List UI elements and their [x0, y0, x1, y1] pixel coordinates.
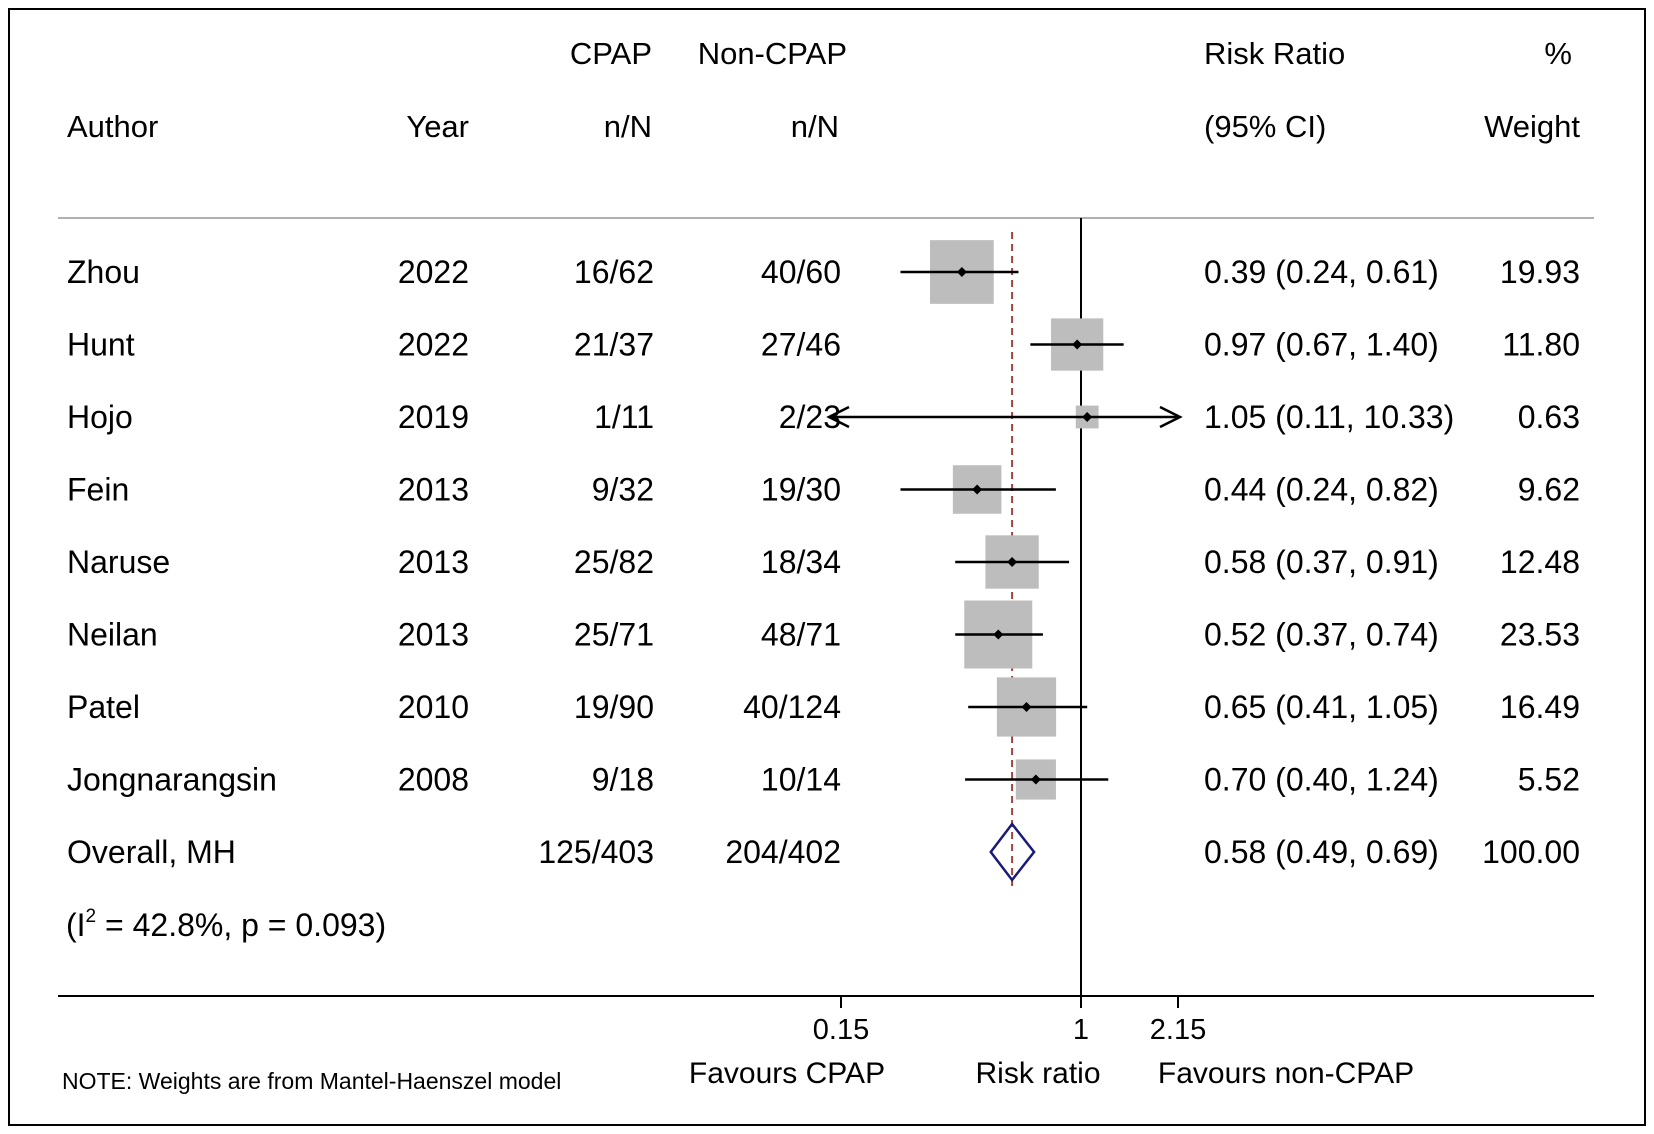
- study-noncpap-events: 18/34: [761, 544, 841, 580]
- header-year: Year: [406, 109, 469, 144]
- study-year: 2013: [398, 544, 469, 580]
- header-cpap: CPAP: [570, 36, 652, 71]
- heterogeneity-stat: (I2 = 42.8%, p = 0.093): [66, 906, 386, 943]
- header-weight: Weight: [1484, 109, 1580, 144]
- study-risk-ratio-ci: 0.70 (0.40, 1.24): [1204, 762, 1439, 798]
- study-cpap-events: 9/32: [592, 472, 654, 508]
- study-risk-ratio-ci: 0.44 (0.24, 0.82): [1204, 472, 1439, 508]
- study-author: Hunt: [67, 327, 135, 363]
- study-cpap-events: 25/82: [574, 544, 654, 580]
- study-weight: 16.49: [1500, 689, 1580, 725]
- study-cpap-events: 9/18: [592, 762, 654, 798]
- study-weight: 9.62: [1518, 472, 1580, 508]
- study-risk-ratio-ci: 1.05 (0.11, 10.33): [1204, 399, 1454, 435]
- study-year: 2022: [398, 327, 469, 363]
- study-weight: 19.93: [1500, 254, 1580, 290]
- header-noncpap-nn: n/N: [791, 109, 839, 144]
- x-tick-label: 1: [1073, 1014, 1089, 1046]
- study-point-estimate: [1007, 557, 1018, 567]
- overall-risk-ratio-ci: 0.58 (0.49, 0.69): [1204, 834, 1439, 870]
- study-risk-ratio-ci: 0.65 (0.41, 1.05): [1204, 689, 1439, 725]
- study-year: 2008: [398, 762, 469, 798]
- study-risk-ratio-ci: 0.58 (0.37, 0.91): [1204, 544, 1439, 580]
- study-author: Zhou: [67, 254, 140, 290]
- study-author: Naruse: [67, 544, 170, 580]
- study-cpap-events: 21/37: [574, 327, 654, 363]
- study-cpap-events: 25/71: [574, 617, 654, 653]
- header-cpap-nn: n/N: [604, 109, 652, 144]
- header-percent: %: [1544, 36, 1572, 71]
- study-author: Hojo: [67, 399, 133, 435]
- x-tick-label: 2.15: [1150, 1014, 1206, 1046]
- study-weight: 5.52: [1518, 762, 1580, 798]
- study-risk-ratio-ci: 0.39 (0.24, 0.61): [1204, 254, 1439, 290]
- overall-diamond: [989, 821, 1036, 883]
- header-ci: (95% CI): [1204, 109, 1326, 144]
- study-noncpap-events: 19/30: [761, 472, 841, 508]
- study-weight: 11.80: [1502, 327, 1580, 363]
- study-cpap-events: 16/62: [574, 254, 654, 290]
- header-author: Author: [67, 109, 158, 144]
- study-weight: 12.48: [1500, 544, 1580, 580]
- footnote: NOTE: Weights are from Mantel-Haenszel m…: [62, 1068, 561, 1094]
- overall-weight: 100.00: [1482, 834, 1580, 870]
- study-noncpap-events: 2/23: [779, 399, 841, 435]
- label-risk-ratio: Risk ratio: [975, 1057, 1100, 1090]
- ci-arrow-right: [1159, 405, 1183, 429]
- study-noncpap-events: 40/60: [761, 254, 841, 290]
- study-year: 2013: [398, 472, 469, 508]
- study-noncpap-events: 27/46: [761, 327, 841, 363]
- label-favours-noncpap: Favours non-CPAP: [1158, 1057, 1414, 1090]
- x-tick-label: 0.15: [813, 1014, 869, 1046]
- study-weight: 23.53: [1500, 617, 1580, 653]
- study-cpap-events: 19/90: [574, 689, 654, 725]
- figure-frame: [8, 8, 1646, 1126]
- study-point-estimate: [1030, 774, 1041, 785]
- study-point-estimate: [993, 629, 1004, 640]
- study-risk-ratio-ci: 0.97 (0.67, 1.40): [1204, 327, 1439, 363]
- study-author: Neilan: [67, 617, 158, 653]
- study-point-estimate: [1072, 339, 1083, 350]
- study-point-estimate: [972, 484, 983, 495]
- study-point-estimate: [1082, 412, 1093, 422]
- study-author: Fein: [67, 472, 129, 508]
- ci-arrow-left: [826, 405, 850, 429]
- study-noncpap-events: 48/71: [761, 617, 841, 653]
- study-year: 2010: [398, 689, 469, 725]
- study-noncpap-events: 40/124: [743, 689, 841, 725]
- study-cpap-events: 1/11: [594, 399, 654, 435]
- study-weight: 0.63: [1518, 399, 1580, 435]
- study-rows: Zhou 2022 16/62 40/60 0.39 (0.24, 0.61) 19.93…: [67, 254, 1580, 870]
- study-year: 2013: [398, 617, 469, 653]
- header-noncpap: Non-CPAP: [698, 36, 847, 71]
- header-risk-ratio: Risk Ratio: [1204, 36, 1345, 71]
- study-point-estimate: [1021, 702, 1032, 712]
- overall-cpap-events: 125/403: [538, 834, 654, 870]
- study-author: Jongnarangsin: [67, 762, 277, 798]
- study-author: Patel: [67, 689, 140, 725]
- study-point-estimate: [956, 267, 967, 277]
- overall-author: Overall, MH: [67, 834, 236, 870]
- x-axis-ticks: 0.15 1 2.15: [813, 996, 1206, 1046]
- label-favours-cpap: Favours CPAP: [689, 1057, 885, 1090]
- study-year: 2022: [398, 254, 469, 290]
- overall-noncpap-events: 204/402: [725, 834, 841, 870]
- study-risk-ratio-ci: 0.52 (0.37, 0.74): [1204, 617, 1439, 653]
- study-year: 2019: [398, 399, 469, 435]
- study-marks: [826, 240, 1183, 883]
- study-noncpap-events: 10/14: [761, 762, 841, 798]
